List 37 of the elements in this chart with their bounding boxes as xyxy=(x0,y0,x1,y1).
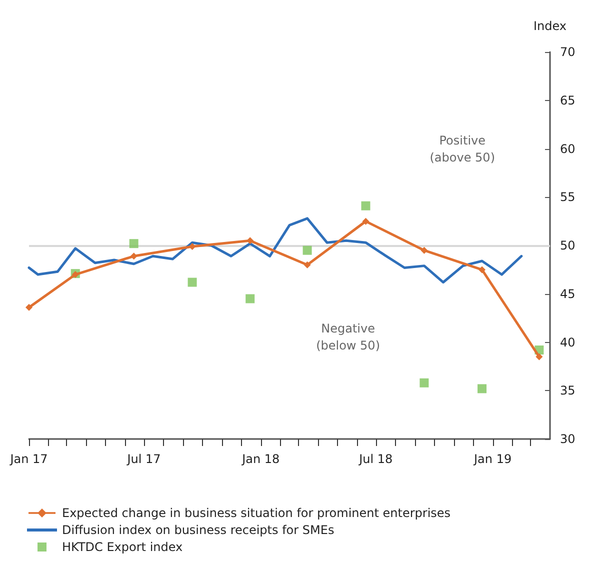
point xyxy=(304,261,311,268)
x-tick-label: Jan 19 xyxy=(473,452,512,466)
point xyxy=(246,237,254,244)
point xyxy=(536,353,543,360)
point xyxy=(302,246,312,255)
y-tick-label: 50 xyxy=(560,238,576,252)
y-axis-title: Index xyxy=(533,19,567,33)
legend-label: HKTDC Export index xyxy=(62,540,183,554)
point xyxy=(246,294,255,304)
line-series xyxy=(28,217,523,284)
y-tick-label: 35 xyxy=(560,384,576,398)
point xyxy=(362,218,370,225)
point xyxy=(130,252,138,260)
point xyxy=(26,304,32,311)
y-tick-label: 70 xyxy=(560,45,576,59)
point xyxy=(129,239,138,248)
point xyxy=(478,266,486,274)
point xyxy=(420,246,428,254)
y-tick-label: 45 xyxy=(560,286,576,301)
x-tick-label: Jul 18 xyxy=(358,452,393,466)
y-tick-label: 30 xyxy=(560,432,576,446)
y-tick-label: 40 xyxy=(560,335,576,350)
x-tick-label: Jan 18 xyxy=(241,452,280,466)
x-tick-label: Jan 17 xyxy=(9,452,48,466)
point xyxy=(478,384,487,394)
x-tick-label: Jul 17 xyxy=(126,452,161,466)
annotation: Positive (above 50) xyxy=(430,134,496,164)
legend-label: Expected change in business situation for prominent enterprises xyxy=(62,506,451,520)
point xyxy=(361,201,370,210)
legend-label: Diffusion index on business receipts for SMEs xyxy=(62,523,334,537)
y-tick-label: 65 xyxy=(560,93,576,108)
y-tick-label: 55 xyxy=(560,190,576,204)
y-tick-label: 60 xyxy=(560,142,576,156)
point xyxy=(188,242,196,250)
annotation: Negative (below 50) xyxy=(316,322,380,352)
point xyxy=(420,378,429,388)
point xyxy=(188,278,197,287)
